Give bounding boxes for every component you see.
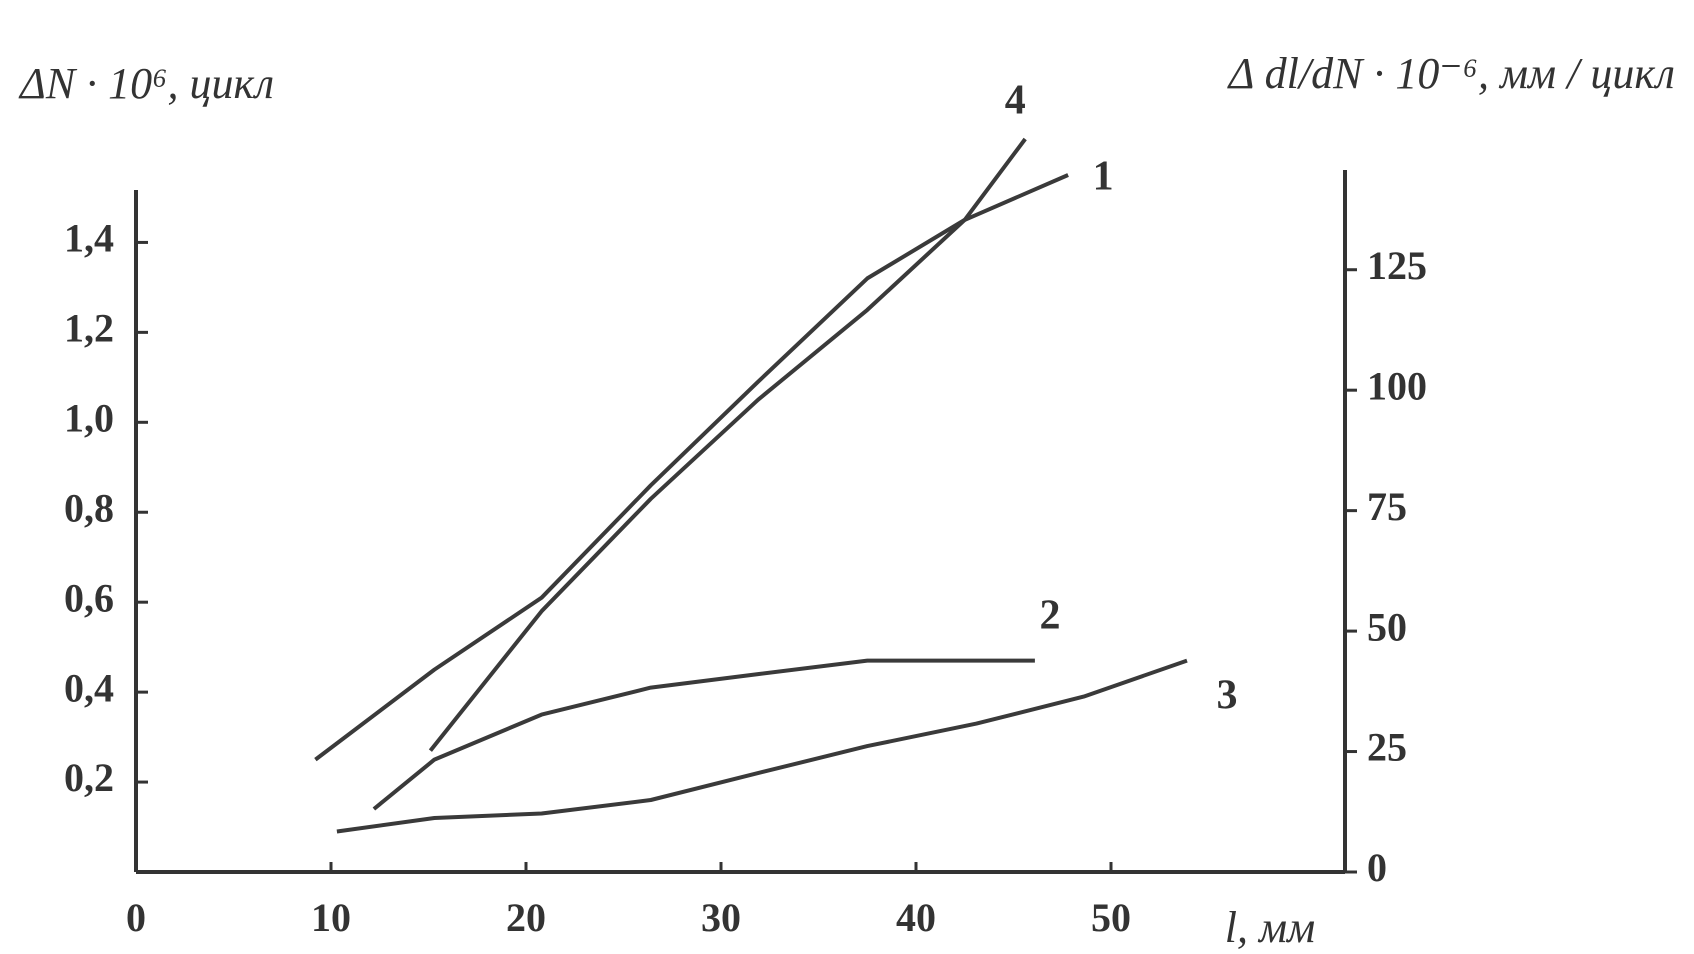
y2-axis-title: Δ dl/dN · 10⁻⁶, мм / цикл <box>1227 49 1675 98</box>
y2-tick-label: 0 <box>1367 845 1387 890</box>
x-tick-label: 40 <box>896 895 936 940</box>
y-tick-label: 1,2 <box>64 306 114 351</box>
y2-tick-label: 100 <box>1367 363 1427 408</box>
series-line <box>428 137 1027 752</box>
y2-tick-label: 75 <box>1367 484 1407 529</box>
series-label: 2 <box>1039 592 1060 638</box>
y2-tick-label: 125 <box>1367 243 1427 288</box>
series-label: 3 <box>1217 672 1238 718</box>
y-axis-title: ΔN · 10⁶, цикл <box>18 59 274 108</box>
x-tick-label: 20 <box>506 895 546 940</box>
x-tick-label: 50 <box>1091 895 1131 940</box>
x-tick-label: 30 <box>701 895 741 940</box>
y-tick-label: 1,0 <box>64 395 114 440</box>
series-line <box>372 658 1035 811</box>
y2-tick-label: 25 <box>1367 725 1407 770</box>
x-tick-label: 0 <box>126 895 146 940</box>
x-tick-label: 10 <box>311 895 351 940</box>
y-tick-label: 0,2 <box>64 755 114 800</box>
y-tick-label: 0,8 <box>64 485 114 530</box>
series-label: 1 <box>1093 154 1114 200</box>
series-line <box>314 173 1069 762</box>
y2-tick-label: 50 <box>1367 604 1407 649</box>
y-tick-label: 0,4 <box>64 665 114 710</box>
series-line <box>336 658 1188 834</box>
x-axis-title: l, мм <box>1225 903 1315 952</box>
series-label: 4 <box>1005 78 1026 124</box>
y-tick-label: 1,4 <box>64 216 114 261</box>
y-tick-label: 0,6 <box>64 575 114 620</box>
